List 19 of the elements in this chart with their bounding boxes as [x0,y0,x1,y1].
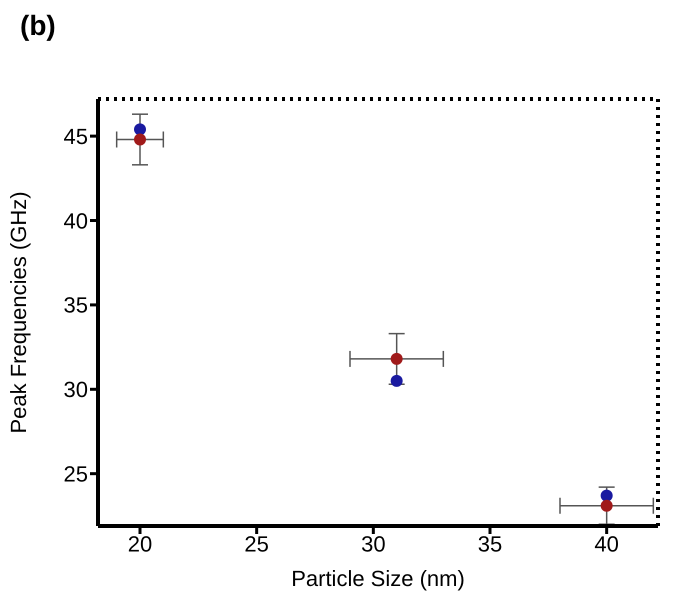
y-tick-label: 30 [64,377,88,402]
y-tick-label: 40 [64,208,88,234]
x-tick-label: 20 [128,532,152,557]
x-axis-title: Particle Size (nm) [291,566,465,591]
point [600,490,613,502]
chart-title: (b) [20,10,56,42]
x-tick-label: 40 [594,532,619,557]
x-tick-label: 30 [361,532,386,557]
point [600,500,613,512]
y-tick-label: 45 [64,124,88,149]
point [390,374,403,387]
x-tick-label: 35 [478,532,502,557]
x-tick-label: 25 [244,532,269,557]
y-tick-label: 35 [64,292,88,318]
point [390,352,403,365]
point [134,123,146,136]
y-axis-title: Peak Frequencies (GHz) [6,191,31,434]
y-tick-label: 25 [64,461,88,486]
point [134,134,146,146]
